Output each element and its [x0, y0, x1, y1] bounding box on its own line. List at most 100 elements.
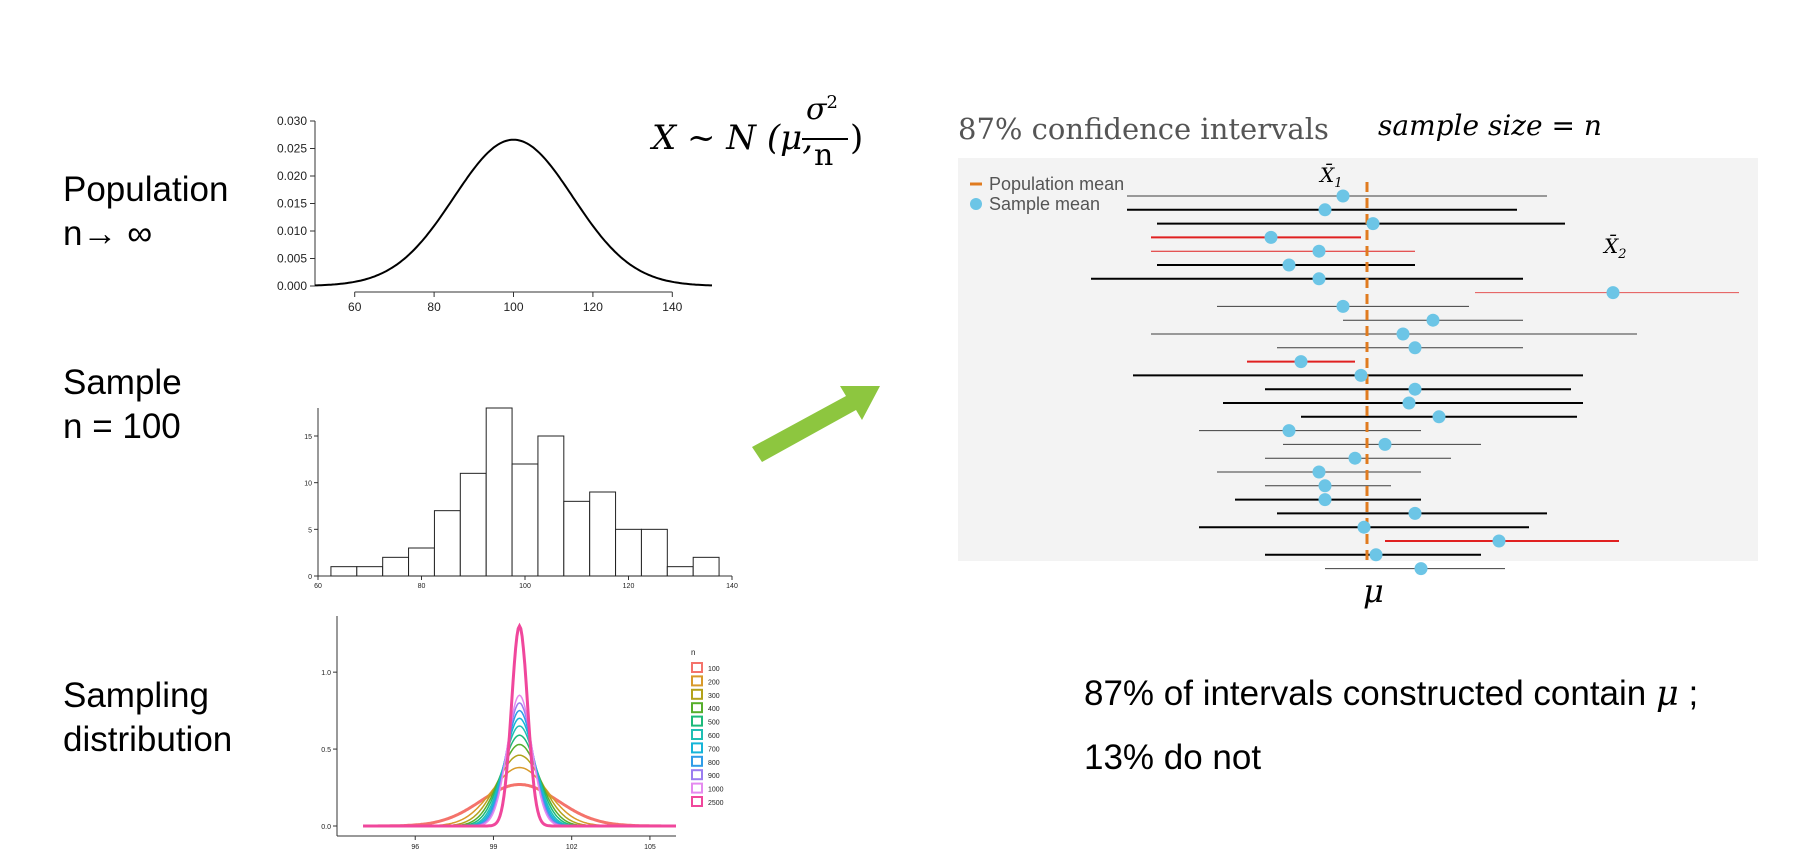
- hist-x-tick-label: 80: [418, 583, 426, 590]
- formula-den: n: [814, 138, 834, 173]
- formula-sup: 2: [826, 92, 838, 113]
- histogram-bar: [563, 500, 591, 577]
- samp-x-tick-label: 102: [566, 844, 578, 851]
- legend-swatch-600: [691, 729, 703, 740]
- sample-mean-point: [1354, 368, 1368, 382]
- density-curve-1000: [363, 694, 676, 827]
- legend-swatch-300: [691, 688, 703, 700]
- legend-label-300: 300: [708, 693, 720, 700]
- legend-pop-mean-label: Population mean: [989, 174, 1124, 194]
- sample-mean-point: [1282, 258, 1296, 272]
- pop-x-tick-label: 80: [427, 300, 441, 314]
- sampling-label-line2: distribution: [63, 720, 233, 759]
- formula-bar: [802, 138, 848, 140]
- conclusion-line1: 87% of intervals constructed contain μ ;: [1084, 674, 1699, 714]
- pop-density-curve: [315, 138, 712, 287]
- samp-x-tick-label: 96: [411, 844, 419, 851]
- population-formula: X ~ N (μ, σ2 n ): [652, 88, 872, 178]
- sample-mean-point: [1378, 437, 1392, 451]
- sample-histogram: 0 5 10 15 60 80 100 120 140: [304, 407, 738, 590]
- legend-swatch-100: [691, 662, 703, 673]
- legend-label-200: 200: [708, 679, 720, 686]
- hist-y-tick-label: 5: [308, 527, 312, 534]
- sample-mean-point: [1312, 272, 1326, 286]
- histogram-bar: [537, 435, 565, 577]
- legend-sample-mean-label: Sample mean: [989, 194, 1100, 214]
- hist-x-tick-label: 120: [623, 583, 635, 590]
- sampling-legend-title: n: [691, 648, 695, 657]
- pop-x-tick-label: 140: [662, 300, 682, 314]
- legend-label-800: 800: [708, 760, 720, 767]
- pop-y-tick-label: 0.030: [277, 114, 307, 128]
- histogram-bar: [666, 566, 694, 577]
- sampling-distribution-label: Sampling distribution: [63, 674, 232, 762]
- histogram-bar: [615, 528, 642, 577]
- population-label-line2: n→ ∞: [63, 214, 153, 253]
- legend-swatch-900: [691, 769, 703, 781]
- legend-label-700: 700: [708, 746, 720, 753]
- pop-x-tick-label: 100: [503, 300, 523, 314]
- histogram-bar: [692, 556, 720, 577]
- sample-mean-point: [1348, 451, 1362, 465]
- sampling-label-line1: Sampling: [63, 676, 209, 715]
- density-curve-300: [363, 754, 676, 827]
- formula-close: ): [850, 118, 864, 158]
- legend-label-400: 400: [708, 706, 720, 713]
- hist-y-tick-label: 15: [304, 434, 312, 441]
- histogram-bar: [433, 510, 461, 577]
- hist-x-tick-label: 140: [726, 583, 738, 590]
- ci-panel-background: [958, 158, 1758, 561]
- pop-y-tick-label: 0.015: [277, 197, 307, 211]
- sample-mean-point: [1294, 355, 1308, 369]
- sample-mean-point: [1396, 327, 1410, 341]
- sample-mean-point: [1318, 479, 1332, 493]
- mu-axis-label: μ: [1363, 572, 1384, 610]
- sample-label: Sample n = 100: [63, 361, 182, 449]
- xbar2-label: X̄2: [1602, 233, 1627, 262]
- sample-mean-point: [1492, 534, 1506, 548]
- histogram-bar: [408, 547, 435, 577]
- legend-label-600: 600: [708, 733, 720, 740]
- sample-mean-point: [1336, 299, 1350, 313]
- legend-swatch-700: [691, 742, 703, 754]
- conclusion-line2: 13% do not: [1084, 738, 1262, 777]
- sample-mean-point: [1369, 548, 1383, 562]
- sample-mean-point: [1408, 341, 1422, 355]
- histogram-bar: [511, 463, 539, 577]
- pop-y-tick-label: 0.000: [277, 279, 307, 293]
- histogram-bar: [640, 528, 668, 577]
- sample-label-line2: n = 100: [63, 407, 181, 446]
- density-curve-900: [363, 702, 676, 827]
- histogram-bar: [330, 566, 358, 577]
- histogram-bar: [485, 407, 513, 577]
- density-curve-800: [363, 709, 676, 827]
- histogram-bar: [382, 556, 410, 577]
- xbar1-label: X̄1: [1318, 162, 1343, 191]
- population-label-line1: Population: [63, 170, 229, 209]
- ci-subtitle: sample size = n: [1378, 109, 1602, 142]
- pop-y-tick-label: 0.020: [277, 169, 307, 183]
- sample-mean-point: [1357, 520, 1371, 534]
- sampling-legend: n 100 200 300 400 500 600 700 800 900 1000 2500: [691, 648, 724, 807]
- sample-label-line1: Sample: [63, 363, 182, 402]
- density-curve-500: [363, 734, 676, 827]
- sample-mean-point: [1408, 506, 1422, 520]
- sample-mean-point: [1264, 230, 1278, 244]
- sample-mean-point: [1282, 424, 1296, 438]
- legend-label-500: 500: [708, 720, 720, 727]
- density-curve-2500: [363, 622, 676, 828]
- formula-sigma: σ2: [806, 92, 838, 127]
- sample-mean-point: [1432, 410, 1446, 424]
- ci-title: 87% confidence intervals: [958, 112, 1329, 146]
- pop-y-tick-label: 0.010: [277, 224, 307, 238]
- sample-mean-point: [1414, 562, 1428, 576]
- histogram-bar: [589, 491, 617, 577]
- sample-mean-point: [1318, 493, 1332, 507]
- hist-x-tick-label: 60: [314, 583, 322, 590]
- legend-label-1000: 1000: [708, 787, 724, 794]
- sample-mean-point: [1426, 313, 1440, 327]
- pop-x-tick-label: 120: [583, 300, 603, 314]
- density-curve-200: [363, 766, 676, 827]
- sample-mean-point: [1336, 189, 1350, 203]
